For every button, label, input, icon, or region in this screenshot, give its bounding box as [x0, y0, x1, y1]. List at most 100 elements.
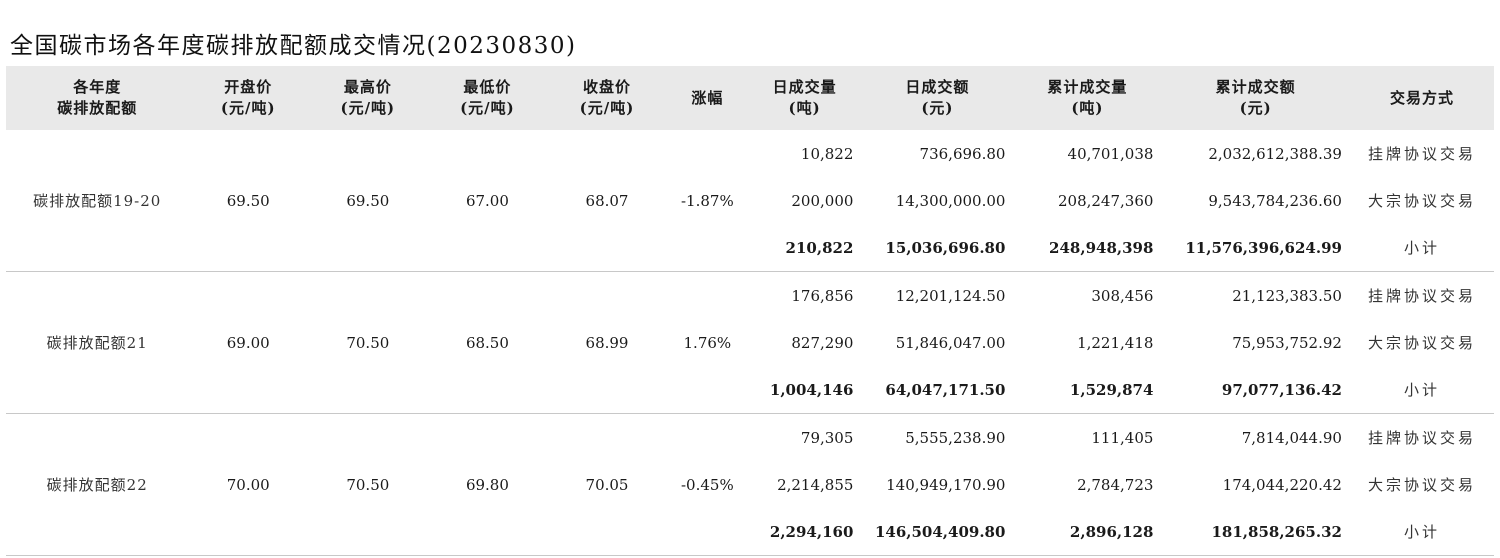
cumulative-volume-cell: 208,247,360 [1057, 191, 1154, 210]
column-header: 各年度 碳排放配额 [6, 66, 189, 130]
column-header-label: 交易方式 [1389, 88, 1454, 107]
column-header: 收盘价 (元/吨) [547, 66, 667, 130]
cumulative-volume-cell: 40,701,038 [1067, 144, 1154, 163]
open-price-cell: 69.50 [188, 130, 309, 272]
column-header: 开盘价 (元/吨) [188, 66, 309, 130]
close-price-cell: 68.07 [547, 130, 667, 272]
column-header-unit: (吨) [1071, 99, 1104, 117]
column-header-unit: (元) [921, 99, 954, 117]
column-header-label: 最高价 [343, 78, 392, 96]
column-header: 最低价 (元/吨) [427, 66, 548, 130]
table-row: 1,004,146 64,047,171.50 1,529,874 97,077,13… [6, 366, 1494, 414]
table-header-row: 各年度 碳排放配额 开盘价 (元/吨) 最高价 (元/吨) 最低价 (元/吨) 收盘价 (元/吨)… [6, 66, 1494, 130]
column-header-unit: (元/吨) [340, 99, 396, 117]
daily-amount-cell: 51,846,047.00 [895, 333, 1006, 352]
page-title: 全国碳市场各年度碳排放配额成交情况(20230830) [10, 33, 577, 59]
low-price-cell: 69.80 [427, 413, 548, 556]
change-cell: -1.87% [666, 130, 748, 272]
cumulative-volume-cell: 2,896,128 [1013, 508, 1162, 556]
daily-volume-cell: 2,214,855 [777, 475, 854, 494]
trade-method-cell: 大宗协议交易 [1367, 192, 1476, 210]
daily-volume-cell: 210,822 [747, 224, 862, 272]
trade-method-cell: 挂牌协议交易 [1367, 429, 1476, 447]
column-header: 日成交量 (吨) [747, 66, 862, 130]
high-price-cell: 69.50 [308, 130, 428, 272]
daily-amount-cell: 12,201,124.50 [895, 286, 1006, 305]
column-header: 交易方式 [1349, 66, 1494, 130]
trade-method-cell: 挂牌协议交易 [1367, 287, 1476, 305]
high-price-cell: 70.50 [308, 271, 428, 414]
cumulative-volume-cell: 111,405 [1091, 428, 1154, 447]
cumulative-volume-cell: 2,784,723 [1077, 475, 1154, 494]
column-header-label: 累计成交量 [1047, 78, 1128, 96]
daily-amount-cell: 64,047,171.50 [861, 366, 1014, 414]
trade-method-cell: 小计 [1349, 366, 1494, 414]
daily-volume-cell: 1,004,146 [747, 366, 862, 414]
daily-volume-cell: 176,856 [791, 286, 854, 305]
quota-name-cell: 碳排放配额21 [6, 271, 189, 414]
cumulative-amount-cell: 2,032,612,388.39 [1208, 144, 1342, 163]
high-price-cell: 70.50 [308, 413, 428, 556]
column-header-unit: (元/吨) [460, 99, 515, 117]
trade-method-cell: 大宗协议交易 [1367, 476, 1476, 494]
column-header: 最高价 (元/吨) [308, 66, 428, 130]
daily-amount-cell: 15,036,696.80 [861, 224, 1014, 272]
daily-volume-cell: 827,290 [791, 333, 854, 352]
cumulative-volume-cell: 1,221,418 [1077, 333, 1154, 352]
table-row: 200,000 14,300,000.00 208,247,360 9,543,784… [6, 177, 1494, 224]
column-header: 涨幅 [666, 66, 748, 130]
close-price-cell: 68.99 [547, 271, 667, 414]
change-cell: -0.45% [666, 413, 748, 556]
trade-method-cell: 小计 [1349, 508, 1494, 556]
trade-method-cell: 挂牌协议交易 [1367, 145, 1476, 163]
daily-amount-cell: 140,949,170.90 [886, 475, 1006, 494]
daily-amount-cell: 14,300,000.00 [895, 191, 1006, 210]
low-price-cell: 68.50 [427, 271, 548, 414]
cumulative-amount-cell: 75,953,752.92 [1232, 333, 1342, 352]
table-row: 210,822 15,036,696.80 248,948,398 11,576,39… [6, 224, 1494, 272]
column-header: 累计成交量 (吨) [1013, 66, 1162, 130]
quota-name-cell: 碳排放配额19-20 [6, 130, 189, 272]
cumulative-amount-cell: 11,576,396,624.99 [1161, 224, 1350, 272]
change-cell: 1.76% [666, 271, 748, 414]
table-row: 碳排放配额21 69.00 70.50 68.50 68.99 1.76% 176,856 1… [6, 271, 1494, 414]
daily-amount-cell: 5,555,238.90 [905, 428, 1006, 447]
table-row: 2,294,160 146,504,409.80 2,896,128 181,858,… [6, 508, 1494, 556]
trade-method-cell: 大宗协议交易 [1367, 334, 1476, 352]
table-row: 碳排放配额22 70.00 70.50 69.80 70.05 -0.45% 79,305 5… [6, 413, 1494, 556]
column-header: 日成交额 (元) [861, 66, 1014, 130]
cumulative-amount-cell: 7,814,044.90 [1241, 428, 1342, 447]
table-row: 2,214,855 140,949,170.90 2,784,723 174,044,… [6, 461, 1494, 508]
table-row: 碳排放配额19-20 69.50 69.50 67.00 68.07 -1.87% 10,8… [6, 130, 1494, 272]
carbon-trading-table: 各年度 碳排放配额 开盘价 (元/吨) 最高价 (元/吨) 最低价 (元/吨) 收盘价 (元/吨)… [6, 66, 1494, 556]
daily-volume-cell: 2,294,160 [747, 508, 862, 556]
low-price-cell: 67.00 [427, 130, 548, 272]
daily-volume-cell: 200,000 [791, 191, 854, 210]
daily-volume-cell: 10,822 [800, 144, 854, 163]
table-row: 827,290 51,846,047.00 1,221,418 75,953,752.… [6, 319, 1494, 366]
cumulative-volume-cell: 1,529,874 [1013, 366, 1162, 414]
cumulative-volume-cell: 308,456 [1091, 286, 1154, 305]
cumulative-amount-cell: 21,123,383.50 [1232, 286, 1342, 305]
column-header-label: 收盘价 [583, 78, 632, 96]
daily-volume-cell: 79,305 [800, 428, 854, 447]
cumulative-amount-cell: 9,543,784,236.60 [1208, 191, 1342, 210]
column-header-unit: (元/吨) [220, 99, 276, 117]
column-header-unit: (元) [1239, 99, 1272, 117]
column-header-unit: (吨) [788, 99, 821, 117]
daily-amount-cell: 146,504,409.80 [861, 508, 1014, 556]
table-body: 碳排放配额19-20 69.50 69.50 67.00 68.07 -1.87% 10,8… [6, 130, 1494, 556]
trade-method-cell: 小计 [1349, 224, 1494, 272]
cumulative-amount-cell: 97,077,136.42 [1161, 366, 1350, 414]
column-header: 累计成交额 (元) [1161, 66, 1350, 130]
column-header-label: 累计成交额 [1215, 78, 1296, 96]
column-header-label: 最低价 [463, 78, 512, 96]
column-header-label: 日成交量 [772, 78, 837, 96]
cumulative-amount-cell: 174,044,220.42 [1222, 475, 1342, 494]
cumulative-amount-cell: 181,858,265.32 [1161, 508, 1350, 556]
column-header-label: 开盘价 [224, 78, 273, 96]
open-price-cell: 70.00 [188, 413, 309, 556]
close-price-cell: 70.05 [547, 413, 667, 556]
column-header-unit: 碳排放配额 [57, 99, 138, 117]
column-header-unit: (元/吨) [579, 99, 635, 117]
